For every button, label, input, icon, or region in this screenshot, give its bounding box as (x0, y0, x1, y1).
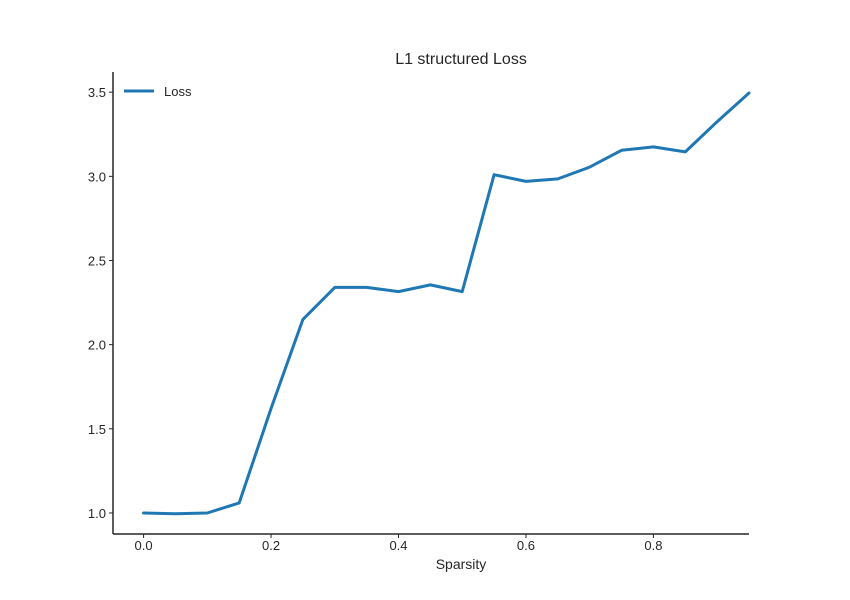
chart-title: L1 structured Loss (395, 51, 527, 68)
y-tick-label: 1.0 (88, 506, 106, 521)
x-tick-label: 0.0 (135, 538, 153, 553)
y-ticks: 1.0 1.5 2.0 2.5 3.0 3.5 (88, 85, 113, 521)
y-tick-label: 2.0 (88, 338, 106, 353)
x-tick-label: 0.4 (389, 538, 407, 553)
x-tick-label: 0.8 (644, 538, 662, 553)
x-axis-label: Sparsity (436, 556, 487, 572)
legend: Loss (124, 84, 192, 99)
series-line-loss (142, 91, 751, 516)
y-tick-label: 3.5 (88, 85, 106, 100)
x-ticks: 0.0 0.2 0.4 0.6 0.8 (135, 534, 662, 553)
y-tick-label: 1.5 (88, 422, 106, 437)
y-tick-label: 2.5 (88, 254, 106, 269)
x-tick-label: 0.2 (262, 538, 280, 553)
series-layer (142, 91, 751, 516)
x-tick-label: 0.6 (517, 538, 535, 553)
y-tick-label: 3.0 (88, 169, 106, 184)
legend-label-loss: Loss (164, 84, 192, 99)
